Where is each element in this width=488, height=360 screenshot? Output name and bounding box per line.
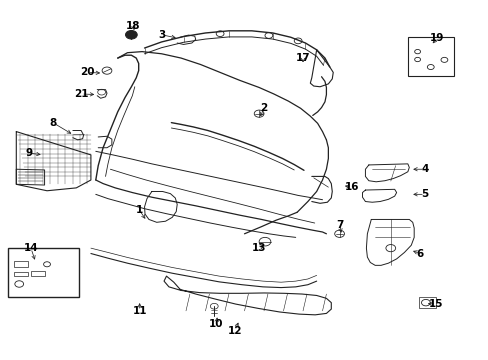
Text: 15: 15 bbox=[428, 299, 443, 309]
Text: 3: 3 bbox=[158, 30, 165, 40]
Text: 13: 13 bbox=[251, 243, 266, 253]
Text: 12: 12 bbox=[227, 325, 242, 336]
Text: 11: 11 bbox=[132, 306, 146, 316]
Bar bbox=[418, 297, 435, 309]
Text: 17: 17 bbox=[295, 53, 310, 63]
Text: 19: 19 bbox=[429, 33, 444, 43]
Text: 14: 14 bbox=[23, 243, 38, 253]
Text: 7: 7 bbox=[335, 220, 343, 230]
Text: 8: 8 bbox=[49, 118, 57, 128]
Text: 10: 10 bbox=[208, 319, 223, 329]
Text: 18: 18 bbox=[126, 21, 140, 31]
Text: 5: 5 bbox=[421, 189, 427, 199]
Text: 6: 6 bbox=[416, 248, 423, 258]
Text: 9: 9 bbox=[25, 148, 33, 158]
Text: 1: 1 bbox=[136, 206, 143, 216]
Text: 16: 16 bbox=[344, 182, 358, 192]
Circle shape bbox=[125, 31, 137, 39]
Bar bbox=[14, 272, 28, 276]
Text: 4: 4 bbox=[420, 164, 427, 174]
Text: 2: 2 bbox=[260, 103, 267, 113]
Text: 21: 21 bbox=[74, 89, 88, 99]
Bar bbox=[407, 37, 453, 76]
Bar bbox=[8, 248, 79, 297]
Bar bbox=[14, 261, 28, 267]
Text: 20: 20 bbox=[80, 67, 95, 77]
Bar bbox=[31, 271, 45, 276]
